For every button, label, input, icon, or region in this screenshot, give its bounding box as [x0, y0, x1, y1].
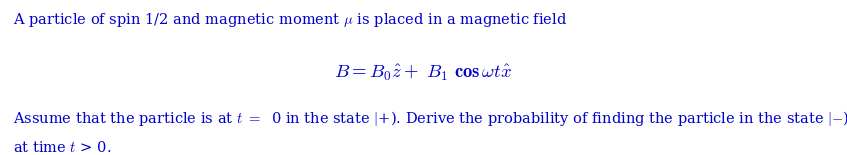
Text: $\mathit{B} = \mathit{B}_0\hat{z} + \ \mathit{B}_1\ \mathbf{cos}\,\omega t\hat{x: $\mathit{B} = \mathit{B}_0\hat{z} + \ \m… [335, 62, 512, 83]
Text: at time $t$ > 0.: at time $t$ > 0. [13, 140, 111, 155]
Text: Assume that the particle is at $t\ =\ $ 0 in the state $|$+). Derive the probabi: Assume that the particle is at $t\ =\ $ … [13, 108, 847, 128]
Text: A particle of spin 1/2 and magnetic moment $\mu$ is placed in a magnetic field: A particle of spin 1/2 and magnetic mome… [13, 11, 567, 29]
